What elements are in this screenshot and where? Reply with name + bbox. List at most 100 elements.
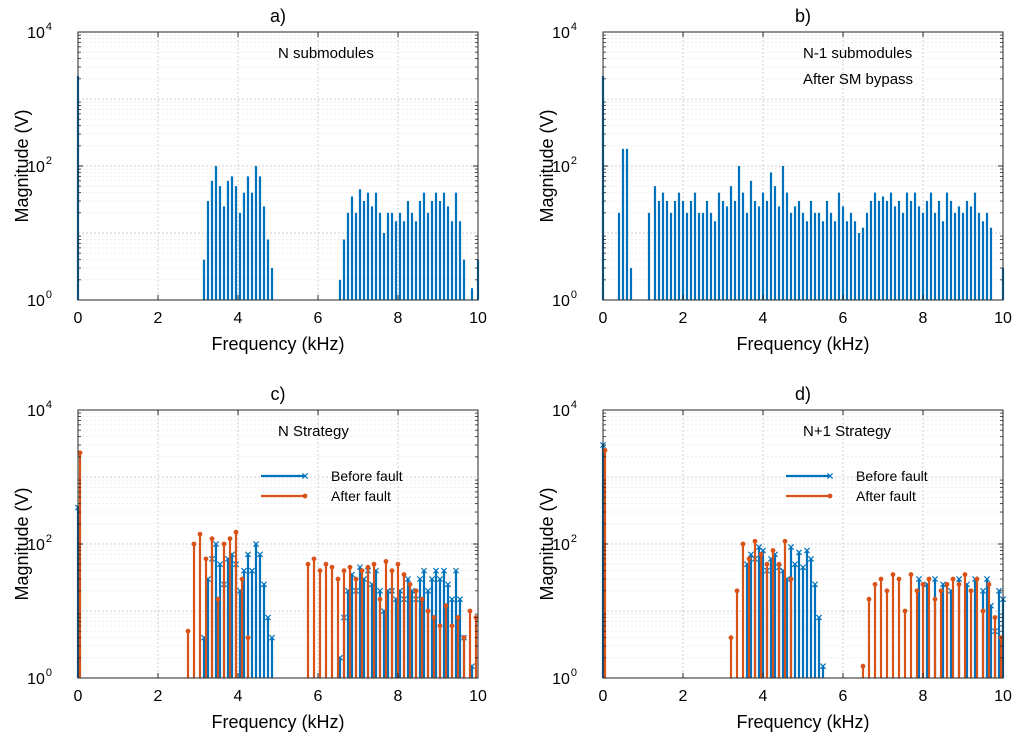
chart-2-series-0-marker: [416, 576, 424, 583]
chart-2-y-tick-exponent: 4: [46, 399, 52, 411]
chart-2-legend-marker: [301, 472, 309, 480]
chart-2-series-1-marker: [203, 556, 209, 562]
chart-1-x-tick-label: 10: [994, 310, 1012, 327]
chart-2-x-tick-label: 6: [314, 688, 323, 705]
chart-1-y-tick-label: 104: [552, 21, 577, 42]
chart-3-title: d): [795, 384, 811, 404]
chart-2-series-1-marker: [389, 568, 395, 574]
chart-2-series-1-marker: [419, 596, 425, 602]
chart-2-series-1-marker: [353, 576, 359, 582]
chart-2-series-1-marker: [347, 564, 353, 570]
chart-3-series-1-marker: [938, 588, 944, 594]
chart-0-y-tick-exponent: 4: [46, 21, 52, 33]
chart-2-x-tick-label: 0: [74, 688, 83, 705]
chart-3-series-1-marker: [878, 576, 884, 582]
chart-2-series-1-marker: [233, 529, 239, 535]
chart-1-x-axis-label: Frequency (kHz): [736, 334, 869, 354]
chart-2-y-tick-exponent: 2: [46, 533, 52, 545]
chart-2-series-1-marker: [197, 531, 203, 537]
chart-2-series-1-marker: [329, 564, 335, 570]
chart-2-x-tick-label: 8: [394, 688, 403, 705]
chart-2-series-1-marker: [443, 603, 449, 609]
chart-3-series-0-marker: [815, 614, 823, 621]
chart-2-x-axis-label: Frequency (kHz): [211, 712, 344, 732]
chart-2-y-tick-label: 100: [27, 667, 52, 688]
chart-2-series-0-marker: [424, 587, 432, 594]
chart-3-series-0-marker: [979, 587, 987, 594]
chart-2-series-0-marker: [268, 634, 276, 641]
chart-2-series-1-marker: [401, 572, 407, 577]
chart-2-series-0-marker: [244, 551, 252, 558]
chart-1-y-tick-exponent: 4: [571, 21, 577, 33]
chart-3-series-1-marker: [746, 556, 752, 562]
chart-2-series-0-marker: [428, 576, 436, 583]
chart-3-series-0-marker: [939, 581, 947, 588]
chart-3-series-1-marker: [728, 635, 734, 641]
chart-3-legend-label: After fault: [856, 488, 916, 504]
chart-2-series-0-marker: [216, 561, 224, 568]
chart-2-title: c): [271, 384, 286, 404]
chart-3-y-tick-exponent: 2: [571, 533, 577, 545]
chart-3-series-1-marker: [782, 538, 788, 544]
chart-2-series-1-marker: [431, 615, 437, 620]
chart-2-series-0-marker: [432, 567, 440, 574]
chart-2-legend-label: After fault: [331, 488, 391, 504]
chart-0-y-tick-exponent: 0: [46, 289, 52, 301]
chart-2-series-1-marker: [461, 635, 467, 641]
chart-3-series-1-marker: [884, 588, 890, 594]
chart-3-x-tick-label: 6: [839, 688, 848, 705]
chart-3-series-1-marker: [950, 576, 956, 582]
chart-0-x-tick-label: 6: [314, 310, 323, 327]
chart-0-annotation: N submodules: [278, 45, 374, 62]
chart-3-series-1-marker: [974, 576, 980, 582]
chart-2-series-1-marker: [371, 561, 377, 567]
chart-2-y-tick-label: 104: [27, 399, 52, 420]
chart-3-x-tick-label: 0: [599, 688, 608, 705]
chart-2-series-1-marker: [425, 608, 431, 614]
chart-2-series-1-marker: [221, 541, 227, 547]
chart-3-series-1-marker: [602, 447, 608, 453]
chart-0-x-tick-label: 8: [394, 310, 403, 327]
chart-3-y-tick-exponent: 4: [571, 399, 577, 411]
chart-3-series-1-marker: [770, 548, 776, 553]
chart-2-series-1-marker: [77, 450, 83, 456]
chart-3-series-1-marker: [962, 572, 968, 577]
chart-2-x-tick-label: 2: [154, 688, 163, 705]
chart-0-y-tick-exponent: 2: [46, 155, 52, 167]
chart-0-x-tick-label: 0: [74, 310, 83, 327]
chart-1-y-tick-exponent: 0: [571, 289, 577, 301]
chart-3-series-1-marker: [752, 538, 758, 544]
chart-2-series-1-marker: [335, 576, 341, 582]
chart-0-y-tick-label: 100: [27, 289, 52, 310]
chart-3-x-tick-label: 2: [679, 688, 688, 705]
chart-2-series-0-marker: [260, 581, 268, 588]
chart-0-title: a): [270, 6, 286, 26]
chart-0-x-tick-label: 10: [469, 310, 487, 327]
chart-3-series-1-marker: [764, 561, 770, 567]
chart-1-annotation: N-1 submodules: [803, 45, 912, 62]
chart-3-x-tick-label: 4: [759, 688, 768, 705]
chart-3-series-0-marker: [931, 576, 939, 583]
chart-2-series-1-marker: [377, 596, 383, 602]
chart-3-series-0-marker: [811, 581, 819, 588]
chart-3-x-tick-label: 8: [919, 688, 928, 705]
chart-2-series-0-marker: [256, 551, 264, 558]
chart-2-series-1-marker: [407, 581, 413, 587]
chart-2-series-1-marker: [305, 561, 311, 567]
chart-3-series-1-marker: [914, 588, 920, 594]
chart-2-series-1-marker: [209, 536, 215, 542]
chart-2-series-0-marker: [448, 596, 456, 603]
chart-3-series-1-marker: [890, 572, 896, 577]
chart-2-series-1-marker: [341, 568, 347, 574]
chart-2-series-0-marker: [404, 576, 412, 583]
chart-3-series-1-marker: [758, 551, 764, 557]
chart-3-series-0-marker: [983, 576, 991, 583]
chart-2-x-tick-label: 10: [469, 688, 487, 705]
chart-2-series-1-marker: [437, 623, 443, 629]
chart-3-series-1-marker: [986, 581, 992, 587]
chart-3-series-0-marker: [787, 544, 795, 551]
chart-3-series-1-marker: [872, 581, 878, 587]
